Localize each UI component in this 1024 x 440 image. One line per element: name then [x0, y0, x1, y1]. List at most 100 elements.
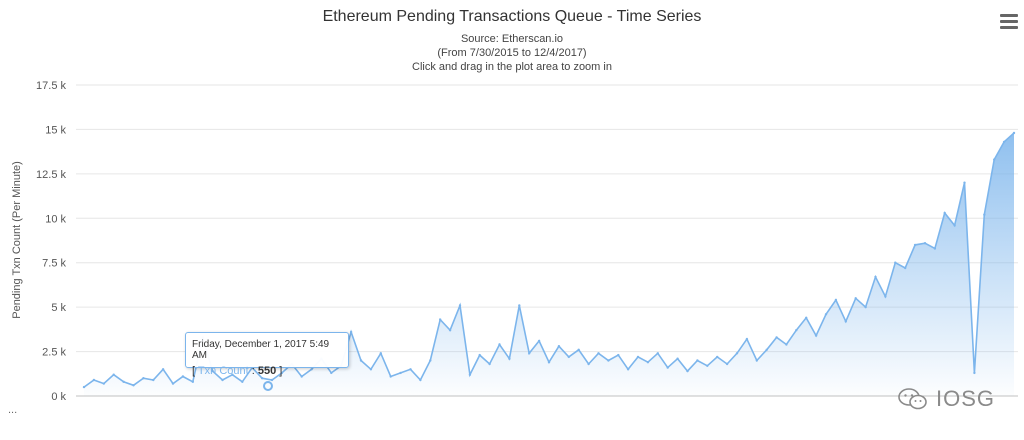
- data-point[interactable]: [429, 359, 432, 362]
- data-point[interactable]: [389, 375, 392, 378]
- data-point[interactable]: [636, 355, 640, 359]
- data-point[interactable]: [528, 352, 531, 355]
- data-point[interactable]: [330, 371, 333, 375]
- data-point[interactable]: [82, 385, 86, 389]
- data-point[interactable]: [913, 243, 917, 247]
- data-point[interactable]: [567, 355, 570, 359]
- data-point[interactable]: [755, 359, 758, 362]
- data-point[interactable]: [725, 362, 729, 366]
- data-point[interactable]: [132, 384, 135, 387]
- data-point[interactable]: [775, 336, 778, 339]
- data-point[interactable]: [765, 348, 768, 351]
- data-point[interactable]: [745, 337, 749, 341]
- data-point[interactable]: [1012, 131, 1016, 135]
- data-point[interactable]: [92, 378, 96, 382]
- data-point[interactable]: [547, 361, 551, 364]
- hover-marker: [263, 381, 273, 391]
- data-point[interactable]: [349, 330, 353, 334]
- data-point[interactable]: [844, 320, 847, 323]
- data-point[interactable]: [646, 361, 650, 364]
- data-point[interactable]: [231, 373, 234, 376]
- y-tick-label: 12.5 k: [36, 169, 66, 181]
- data-point[interactable]: [468, 373, 472, 376]
- chart-title: Ethereum Pending Transactions Queue - Ti…: [322, 8, 702, 25]
- data-point[interactable]: [656, 352, 659, 355]
- data-point[interactable]: [617, 353, 620, 357]
- data-point[interactable]: [923, 242, 927, 245]
- data-point[interactable]: [884, 295, 887, 298]
- data-point[interactable]: [508, 357, 511, 360]
- data-point[interactable]: [953, 224, 956, 227]
- data-point[interactable]: [448, 329, 452, 332]
- data-point[interactable]: [854, 297, 857, 300]
- data-point[interactable]: [933, 247, 937, 250]
- data-point[interactable]: [270, 378, 274, 382]
- data-point[interactable]: [518, 304, 521, 307]
- data-point[interactable]: [379, 352, 382, 355]
- data-point[interactable]: [399, 371, 402, 375]
- data-point[interactable]: [814, 334, 818, 337]
- data-point[interactable]: [419, 378, 422, 382]
- data-point[interactable]: [607, 359, 610, 362]
- data-point[interactable]: [973, 371, 976, 375]
- data-point[interactable]: [824, 313, 828, 316]
- data-point[interactable]: [1002, 140, 1006, 144]
- data-point[interactable]: [478, 353, 481, 357]
- data-point[interactable]: [310, 368, 313, 371]
- data-point[interactable]: [300, 375, 303, 378]
- data-point[interactable]: [260, 377, 264, 380]
- y-axis-label: Pending Txn Count (Per Minute): [11, 161, 23, 319]
- data-point[interactable]: [666, 366, 669, 369]
- data-point[interactable]: [577, 348, 580, 351]
- data-point[interactable]: [369, 368, 373, 371]
- data-point[interactable]: [597, 352, 600, 355]
- data-point[interactable]: [834, 298, 838, 302]
- data-point[interactable]: [537, 339, 541, 343]
- data-point[interactable]: [161, 368, 165, 371]
- data-point[interactable]: [874, 275, 877, 279]
- data-point[interactable]: [706, 364, 709, 367]
- data-point[interactable]: [943, 211, 946, 215]
- data-point[interactable]: [112, 373, 115, 376]
- data-point[interactable]: [626, 368, 630, 371]
- data-point[interactable]: [171, 382, 175, 385]
- chart-subtitle-source: Source: Etherscan.io: [460, 33, 564, 45]
- data-point[interactable]: [439, 318, 442, 321]
- data-point[interactable]: [795, 329, 798, 332]
- data-point[interactable]: [359, 359, 363, 362]
- watermark: IOSG: [898, 384, 995, 414]
- data-point[interactable]: [191, 380, 194, 383]
- data-point[interactable]: [458, 304, 462, 307]
- data-point[interactable]: [963, 181, 966, 184]
- data-point[interactable]: [983, 213, 986, 216]
- data-point[interactable]: [488, 362, 491, 366]
- data-point[interactable]: [557, 345, 561, 348]
- data-point[interactable]: [181, 375, 185, 378]
- data-point[interactable]: [102, 382, 106, 385]
- data-point[interactable]: [241, 380, 244, 383]
- data-point[interactable]: [785, 343, 788, 346]
- data-point[interactable]: [993, 158, 996, 161]
- data-point[interactable]: [142, 377, 145, 380]
- data-point[interactable]: [280, 371, 284, 375]
- data-point[interactable]: [735, 352, 739, 355]
- context-menu-icon[interactable]: [1000, 14, 1018, 30]
- data-point[interactable]: [122, 380, 125, 383]
- data-point[interactable]: [211, 369, 214, 373]
- data-point[interactable]: [864, 305, 867, 309]
- data-point[interactable]: [221, 378, 224, 382]
- data-point[interactable]: [805, 316, 808, 319]
- data-point[interactable]: [676, 357, 679, 360]
- data-point[interactable]: [904, 266, 907, 270]
- data-point[interactable]: [498, 343, 501, 346]
- y-tick-label: 15 k: [45, 124, 66, 136]
- data-point[interactable]: [696, 359, 699, 362]
- data-point[interactable]: [894, 261, 897, 264]
- data-point[interactable]: [587, 362, 590, 366]
- y-tick-label: 10 k: [45, 213, 66, 225]
- data-point[interactable]: [409, 368, 412, 371]
- data-point[interactable]: [152, 378, 155, 382]
- data-point[interactable]: [686, 369, 689, 373]
- data-point[interactable]: [716, 355, 719, 359]
